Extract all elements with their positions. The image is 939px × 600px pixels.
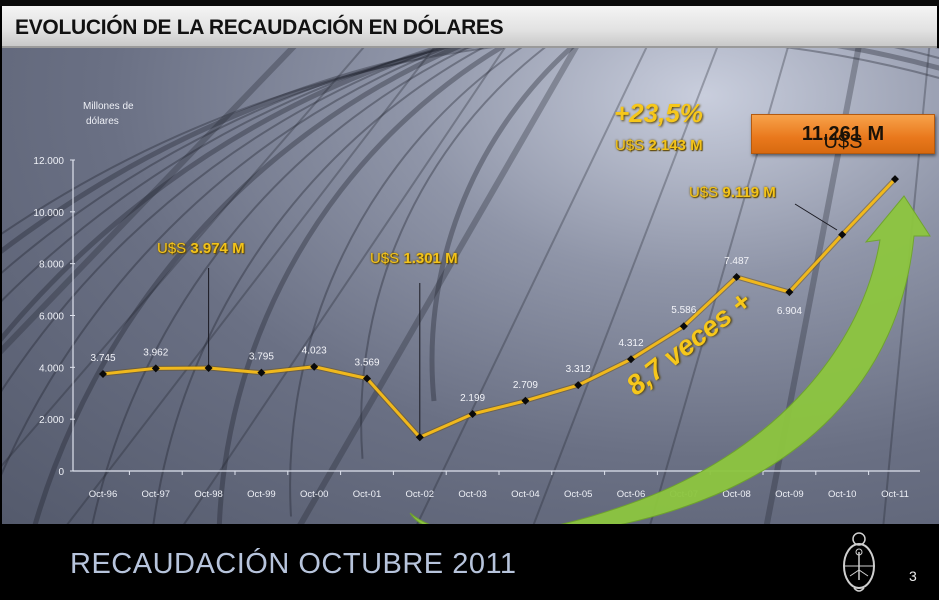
data-label: 3.569 [354, 358, 379, 369]
slide-title: EVOLUCIÓN DE LA RECAUDACIÓN EN DÓLARES [15, 16, 504, 39]
data-label: 2.709 [513, 380, 538, 391]
data-point-marker [891, 175, 899, 184]
coat-of-arms-icon [843, 532, 875, 592]
data-label: 5.586 [671, 305, 696, 316]
data-label: 3.962 [143, 347, 168, 358]
data-label: 3.312 [566, 364, 591, 375]
leader-line-oct10 [794, 203, 838, 231]
title-bar: EVOLUCIÓN DE LA RECAUDACIÓN EN DÓLARES [2, 6, 937, 48]
x-tick-label: Oct-98 [194, 489, 223, 500]
footer-title: RECAUDACIÓN OCTUBRE 2011 [70, 548, 517, 580]
data-label: 3.795 [249, 352, 274, 363]
y-tick-label: 12.000 [33, 156, 64, 167]
page-number: 3 [909, 568, 917, 584]
data-point-marker [363, 374, 371, 383]
y-tick-label: 2.000 [39, 415, 64, 426]
y-tick-label: 4.000 [39, 363, 64, 374]
x-tick-label: Oct-08 [722, 489, 751, 500]
callout-oct98: U$S 3.974 M [157, 240, 245, 257]
x-tick-label: Oct-06 [617, 489, 646, 500]
growth-percentage: +23,5% [614, 98, 703, 128]
data-label: 7.487 [724, 256, 749, 267]
x-tick-label: Oct-05 [564, 489, 593, 500]
recaudacion-line [102, 178, 897, 439]
data-point-marker [732, 272, 741, 281]
y-axis-title: Millones de dólares [83, 101, 134, 127]
y-tick-label: 8.000 [39, 260, 64, 271]
x-tick-label: Oct-10 [828, 489, 857, 500]
callout-oct10: U$S 9.119 M [689, 184, 776, 201]
data-point-marker [468, 410, 477, 419]
growth-absolute: U$S 2.143 M [615, 137, 703, 154]
data-point-marker [257, 368, 266, 377]
footer: RECAUDACIÓN OCTUBRE 2011 3 [0, 524, 939, 600]
data-point-marker [415, 433, 424, 442]
background-grid [2, 48, 939, 524]
callout-oct02: U$S 1.301 M [370, 250, 458, 267]
data-point-marker [204, 364, 213, 373]
x-tick-label: Oct-97 [142, 489, 171, 500]
data-point-marker [99, 369, 107, 378]
data-point-marker [310, 362, 319, 371]
data-point-marker [679, 322, 688, 331]
data-label: 4.023 [302, 346, 327, 357]
x-tick-label: Oct-00 [300, 489, 329, 500]
data-label: 2.199 [460, 393, 485, 404]
x-tick-label: Oct-02 [406, 489, 435, 500]
x-tick-label: Oct-03 [458, 489, 487, 500]
data-point-marker [627, 355, 635, 364]
growth-arrow-icon [409, 195, 931, 524]
x-tick-label: Oct-09 [775, 489, 804, 500]
top-edge [0, 0, 939, 6]
line-chart: 0 2.000 4.000 6.000 8.000 10.000 12.000 Oct-96 O… [2, 48, 939, 524]
x-tick-label: Oct-96 [89, 489, 118, 500]
data-label: 4.312 [618, 338, 643, 349]
x-tick-label: Oct-99 [247, 489, 276, 500]
data-point-marker [838, 230, 847, 239]
data-point-marker [785, 288, 794, 297]
x-tick-label: Oct-01 [353, 489, 382, 500]
y-tick-label: 6.000 [39, 312, 64, 323]
data-point-marker [574, 381, 583, 390]
data-label: 3.745 [90, 353, 115, 364]
y-tick-label: 10.000 [33, 208, 64, 219]
data-point-marker [521, 396, 530, 405]
y-tick-label: 0 [58, 467, 64, 478]
data-label: 6.904 [777, 306, 802, 317]
x-tick-label: Oct-04 [511, 489, 540, 500]
x-tick-label: Oct-11 [881, 489, 909, 500]
total-badge: U$S 11.261 M [751, 114, 935, 154]
data-point-marker [151, 364, 160, 373]
